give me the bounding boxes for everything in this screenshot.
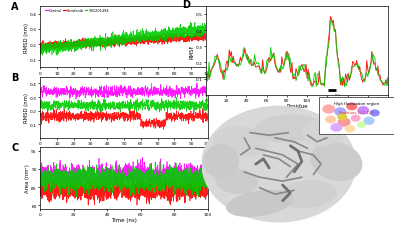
Circle shape (358, 107, 368, 114)
Circle shape (335, 109, 346, 116)
Circle shape (347, 104, 356, 110)
Ellipse shape (227, 191, 292, 216)
FancyBboxPatch shape (319, 98, 394, 134)
Ellipse shape (216, 169, 257, 193)
Circle shape (331, 124, 342, 131)
Ellipse shape (311, 143, 362, 180)
X-axis label: Residue: Residue (286, 104, 308, 109)
Legend: Control, Sorafenib, YSD201494: Control, Sorafenib, YSD201494 (44, 8, 110, 15)
X-axis label: Time (ns): Time (ns) (111, 217, 137, 222)
Circle shape (370, 111, 379, 116)
Text: D: D (182, 0, 190, 10)
Y-axis label: RMSD (nm): RMSD (nm) (24, 22, 28, 52)
Ellipse shape (255, 116, 322, 142)
Circle shape (345, 126, 354, 132)
Ellipse shape (279, 181, 336, 208)
Text: C: C (12, 143, 19, 153)
Y-axis label: Area (nm²): Area (nm²) (25, 164, 30, 192)
Text: Residues 121-129: Residues 121-129 (339, 111, 374, 115)
Ellipse shape (302, 120, 340, 146)
Circle shape (358, 123, 365, 128)
Circle shape (326, 117, 336, 123)
X-axis label: Time (ns): Time (ns) (111, 147, 137, 152)
Circle shape (338, 114, 346, 120)
Ellipse shape (204, 146, 238, 178)
Text: A: A (12, 2, 19, 12)
Y-axis label: RMSD (nm): RMSD (nm) (24, 93, 28, 123)
Circle shape (323, 106, 334, 114)
Ellipse shape (214, 128, 267, 157)
Circle shape (338, 119, 350, 126)
Ellipse shape (202, 107, 356, 222)
Circle shape (351, 116, 360, 121)
Text: B: B (12, 72, 19, 82)
Circle shape (364, 118, 374, 125)
X-axis label: Time (ns): Time (ns) (111, 77, 137, 82)
Text: High fluctuation region: High fluctuation region (334, 102, 379, 106)
Y-axis label: RMSF: RMSF (190, 44, 194, 58)
